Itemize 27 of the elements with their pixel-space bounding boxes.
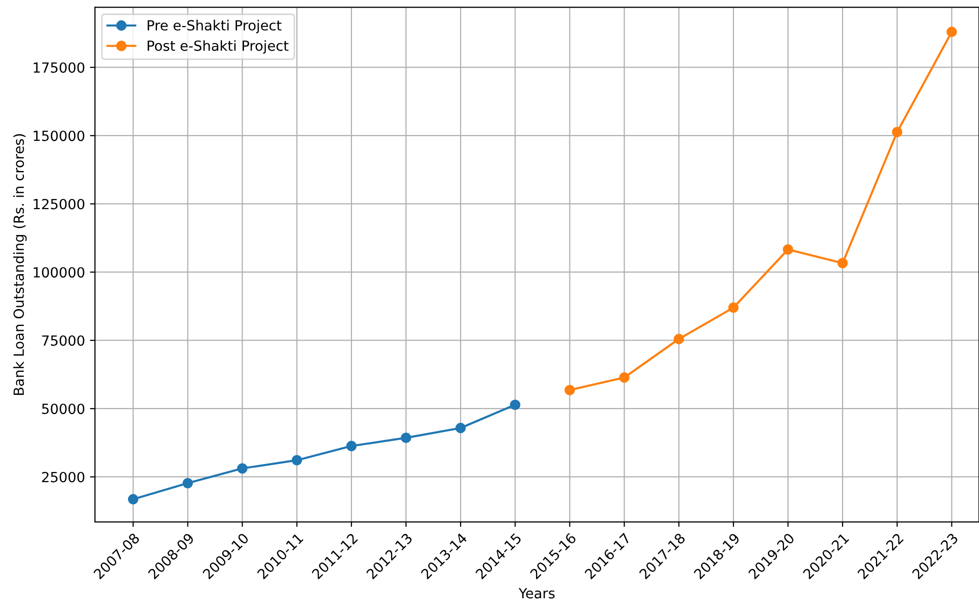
point <box>946 26 957 38</box>
point <box>837 258 848 268</box>
point <box>400 432 412 444</box>
point <box>728 302 739 313</box>
point <box>182 478 193 488</box>
y-axis-title: Bank Loan Outstanding (Rs. in crores) <box>13 134 27 395</box>
legend-label: Post e-Shakti Project <box>148 40 288 54</box>
point <box>782 244 794 255</box>
y-tick-label: 150000 <box>34 130 84 142</box>
x-axis-title: Years <box>518 588 555 598</box>
y-tick-label: 100000 <box>34 267 84 278</box>
y-tick-label: 125000 <box>34 198 84 210</box>
point <box>510 400 520 410</box>
point <box>892 126 902 138</box>
point <box>292 455 302 466</box>
y-tick-label: 50000 <box>42 404 84 414</box>
point <box>619 372 630 383</box>
y-tick-label: 175000 <box>34 62 84 73</box>
point <box>128 494 138 504</box>
point <box>455 422 466 434</box>
point <box>674 334 684 344</box>
point <box>346 440 357 452</box>
legend-label: Pre e-Shakti Project <box>148 20 282 34</box>
y-tick-label: 75000 <box>42 335 84 346</box>
y-tick-label: 25000 <box>42 472 84 482</box>
point <box>237 463 248 474</box>
point <box>564 384 575 396</box>
